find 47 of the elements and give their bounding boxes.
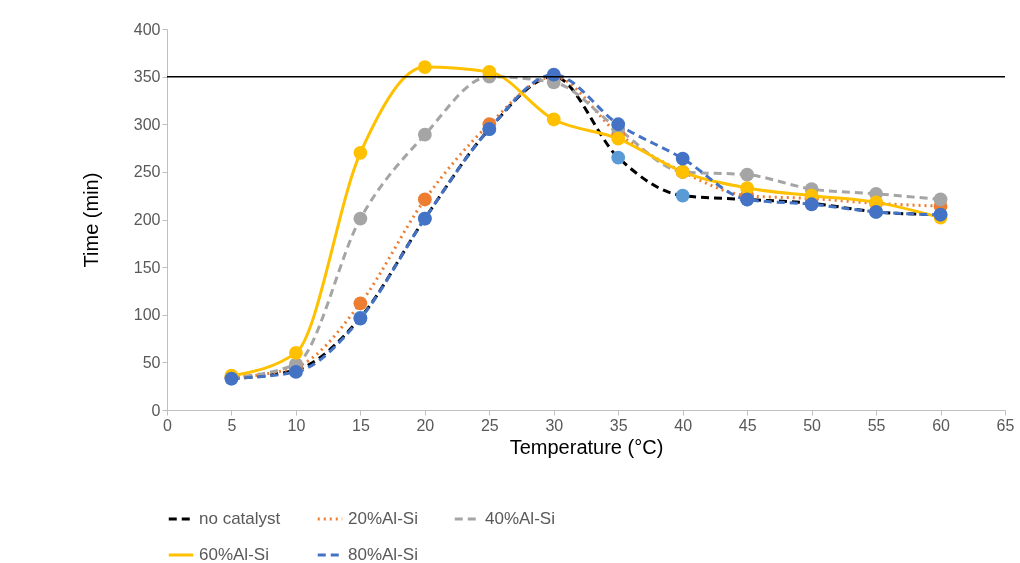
x-tick-label: 30 — [545, 416, 564, 434]
point — [289, 345, 303, 360]
y-tick-label: 150 — [133, 258, 161, 276]
x-tick-label: 5 — [227, 416, 237, 434]
x-tick-label: 35 — [609, 416, 628, 434]
x-tick-label: 65 — [996, 416, 1015, 434]
point — [740, 167, 755, 182]
y-tick-label: 0 — [151, 401, 161, 419]
point — [611, 150, 626, 165]
point — [417, 192, 432, 207]
legend-label: 20%Al-Si — [348, 509, 418, 528]
point — [353, 211, 368, 226]
y-tick-label: 100 — [133, 306, 161, 324]
x-tick-label: 40 — [674, 416, 693, 434]
point — [417, 127, 432, 142]
point — [482, 64, 497, 79]
y-tick-label: 400 — [133, 20, 161, 38]
x-tick-label: 10 — [287, 416, 306, 434]
point — [933, 192, 948, 207]
x-axis-title: Temperature (°C) — [509, 435, 664, 458]
legend-label: no catalyst — [199, 509, 281, 528]
legend-label: 40%Al-Si — [485, 509, 555, 528]
x-tick-label: 25 — [480, 416, 499, 434]
x-tick-label: 50 — [803, 416, 822, 434]
x-tick-label: 45 — [738, 416, 757, 434]
point — [675, 188, 690, 203]
x-tick-label: 0 — [163, 416, 173, 434]
y-tick-label: 300 — [133, 115, 161, 133]
y-tick-label: 200 — [133, 211, 161, 228]
x-tick-label: 20 — [416, 416, 435, 434]
x-tick-label: 60 — [932, 416, 951, 434]
point — [353, 296, 368, 311]
point — [611, 131, 626, 146]
y-axis-title: Time (min) — [79, 172, 102, 268]
x-tick-label: 55 — [867, 416, 886, 434]
point — [417, 60, 432, 74]
point — [675, 151, 690, 166]
y-tick-label: 350 — [133, 68, 161, 86]
y-tick-label: 50 — [142, 353, 161, 371]
legend-label: 80%Al-Si — [348, 545, 418, 563]
legend-label: 60%Al-Si — [199, 545, 269, 563]
point — [546, 112, 561, 127]
x-tick-label: 15 — [351, 416, 370, 434]
point — [611, 117, 626, 132]
point — [740, 181, 755, 195]
y-tick-label: 250 — [133, 163, 161, 181]
point — [353, 145, 368, 160]
